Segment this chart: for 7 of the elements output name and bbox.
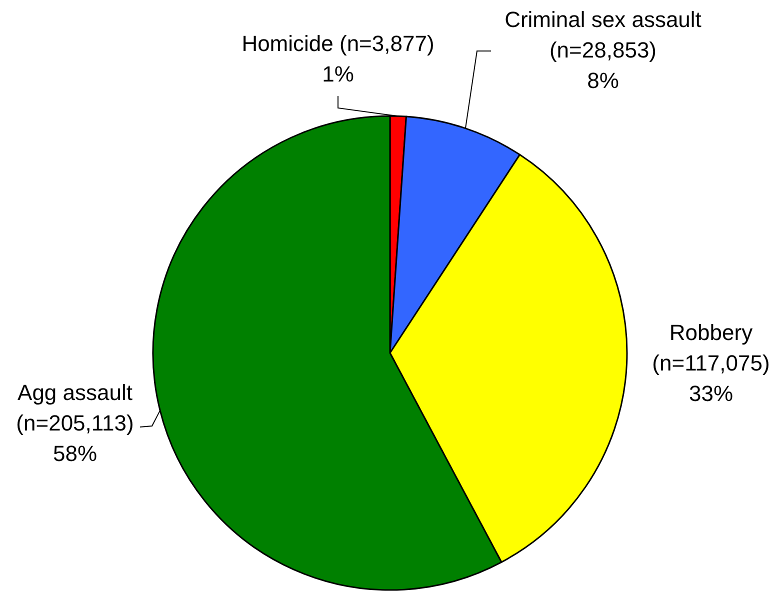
data-label: (n=117,075) 33% (652, 350, 770, 406)
data-label: (n=28,853) 8% (549, 38, 657, 93)
data-label: (n=205,113) 58% (16, 410, 134, 466)
slice-label: Agg assault (18, 380, 132, 405)
slice-label: Criminal sex assault (504, 7, 702, 32)
slice-label: Homicide (n=3,877) 1% (242, 31, 434, 86)
slice-label: Robbery (669, 320, 753, 345)
